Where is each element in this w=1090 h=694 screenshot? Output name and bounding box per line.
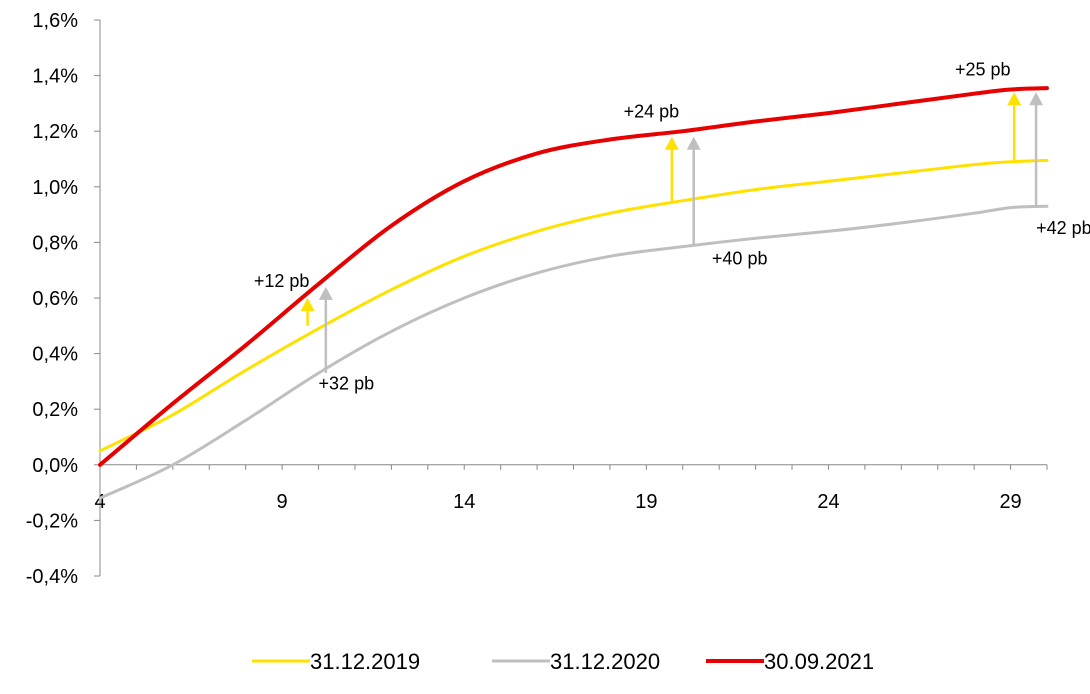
y-tick-label: 1,4% [32,66,78,88]
legend-label: 30.09.2021 [764,649,874,674]
y-tick-label: 0,2% [32,399,78,421]
series-line-30.09.2021 [98,86,1049,467]
change-arrow-head [1007,92,1022,106]
change-annotation: +40 pb [712,249,768,269]
change-arrow-head [1029,92,1044,106]
change-arrow-head [300,298,315,311]
change-arrow-head [686,136,701,150]
change-annotation: +12 pb [254,271,310,291]
x-tick-label: 4 [94,491,105,513]
series-layer [98,86,1049,500]
change-annotation: +25 pb [955,60,1011,80]
x-tick-label: 19 [635,491,657,513]
y-tick-label: 0,4% [32,344,78,366]
axes: -0,4% -0,2% 0,0% 0,2% 0,4% 0,6% 0,8% 1,0% 1,2% 1,… [26,10,1048,588]
x-tick-label: 24 [817,491,839,513]
change-annotation: +42 pb [1036,218,1090,238]
y-tick-label: 1,6% [32,10,78,32]
y-tick-label: 1,0% [32,177,78,199]
y-tick-label: 0,8% [32,232,78,254]
y-tick-label: 0,0% [32,455,78,477]
x-tick-label: 14 [453,491,475,513]
legend-label: 31.12.2020 [550,649,660,674]
y-tick-label: 0,6% [32,288,78,310]
annotation-layer: +12 pb +32 pb +24 pb +40 pb +25 pb +42 pb [254,60,1090,394]
y-tick-label: 1,2% [32,121,78,143]
legend: 31.12.2019 31.12.2020 30.09.2021 [252,649,874,674]
change-arrow-head [318,286,333,300]
y-tick-label: -0,2% [26,510,78,532]
change-arrow-head [664,136,679,150]
x-tick-label: 9 [277,491,288,513]
change-annotation: +32 pb [319,374,375,394]
x-tick-label: 29 [999,491,1021,513]
series-line-31.12.2020 [98,204,1049,500]
arrow-layer [300,92,1044,374]
change-annotation: +24 pb [624,101,680,121]
legend-label: 31.12.2019 [310,649,420,674]
series-line-31.12.2019 [98,158,1049,453]
y-tick-label: -0,4% [26,566,78,588]
